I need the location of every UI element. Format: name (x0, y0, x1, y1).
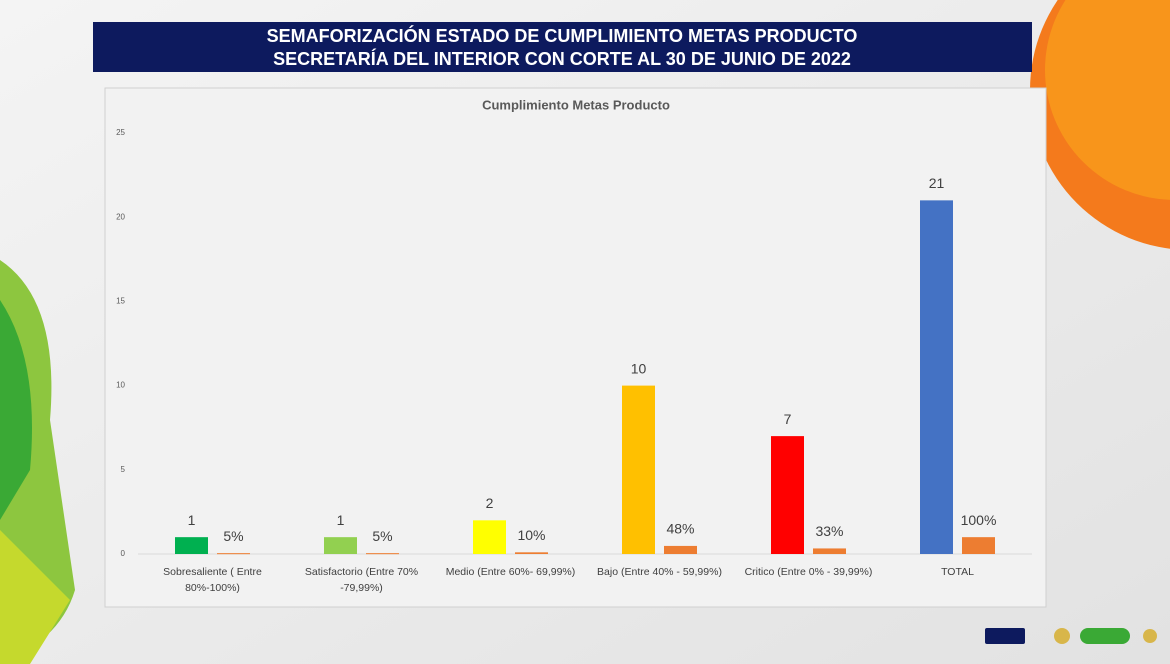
data-label: 2 (486, 495, 494, 511)
logo (985, 628, 1025, 644)
decor-green (0, 300, 32, 520)
logos (985, 628, 1157, 644)
x-tick-label-box: Bajo (Entre 40% - 59,99%) (597, 566, 722, 578)
data-label: 1 (188, 512, 196, 528)
chart-area (104, 87, 1047, 608)
y-tick-label: 15 (116, 297, 125, 306)
bar (622, 385, 655, 554)
banner-line: SEMAFORIZACIÓN ESTADO DE CUMPLIMIENTO ME… (267, 25, 858, 46)
data-label: 1 (337, 512, 345, 528)
data-label: 7 (784, 411, 792, 427)
data-label: 48% (666, 521, 694, 537)
bar (771, 436, 804, 554)
data-label: 5% (223, 528, 243, 544)
banner-line: SECRETARÍA DEL INTERIOR CON CORTE AL 30 … (273, 48, 851, 69)
bar (217, 553, 250, 555)
bar (473, 520, 506, 554)
bar (324, 537, 357, 554)
data-label: 21 (929, 175, 945, 191)
bar (920, 200, 953, 555)
y-tick-label: 10 (116, 381, 125, 390)
bar (515, 552, 548, 554)
bar (813, 548, 846, 554)
data-label: 5% (372, 528, 392, 544)
data-label: 10% (517, 527, 545, 543)
decor-orange (1045, 0, 1170, 200)
bar (962, 537, 995, 554)
x-tick-label-box: Sobresaliente ( Entre 80%-100%) (163, 566, 262, 594)
logo (1143, 629, 1157, 643)
x-tick-label: TOTAL (941, 566, 974, 578)
decor-green (0, 530, 70, 664)
x-tick-label: Bajo (Entre 40% - 59,99%) (597, 566, 722, 578)
x-tick-label-box: Medio (Entre 60%- 69,99%) (445, 566, 576, 578)
plot: 0 5 10 15 20 25 Sobresaliente ( Entre 80%-100%… (116, 128, 1032, 594)
x-tick-label-box: Critico (Entre 0% - 39,99%) (744, 566, 873, 578)
x-tick-label-box: TOTAL (941, 566, 974, 578)
x-tick-label: Critico (Entre 0% - 39,99%) (744, 566, 873, 578)
chart-title: Cumplimiento Metas Producto (482, 97, 670, 112)
x-tick-label: Satisfactorio (Entre 70% -79,99%) (304, 566, 419, 594)
bar (175, 537, 208, 554)
y-tick-label: 25 (116, 128, 125, 137)
y-tick-label: 5 (121, 465, 126, 474)
data-label: 33% (815, 523, 843, 539)
logo (1054, 628, 1070, 644)
logo (1080, 628, 1130, 644)
x-tick-label-box: Satisfactorio (Entre 70% -79,99%) (304, 566, 419, 594)
data-label: 10 (631, 360, 647, 376)
bar (664, 545, 697, 554)
data-label: 100% (961, 512, 997, 528)
y-tick-label: 0 (121, 549, 126, 558)
x-tick-label: Sobresaliente ( Entre 80%-100%) (163, 566, 262, 594)
y-tick-label: 20 (116, 212, 125, 221)
banner (93, 22, 1032, 72)
bar (366, 553, 399, 555)
x-tick-label: Medio (Entre 60%- 69,99%) (445, 566, 576, 578)
